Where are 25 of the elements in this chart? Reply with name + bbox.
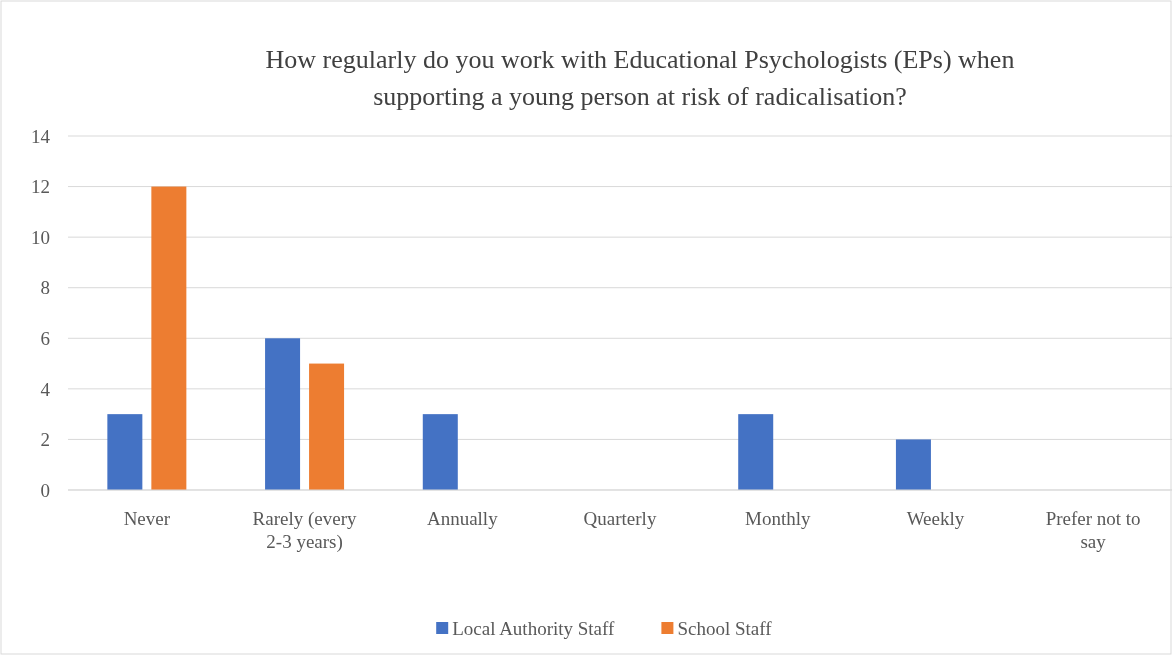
bar	[265, 338, 301, 490]
y-tick-label: 12	[31, 176, 50, 198]
y-tick-label: 10	[31, 226, 50, 248]
x-tick-label: Weekly	[906, 508, 965, 529]
x-tick-label: Never	[123, 508, 171, 529]
y-tick-label: 0	[40, 479, 50, 501]
y-tick-label: 14	[31, 125, 51, 147]
x-tick-label: Rarely (every 2-3 years)	[252, 508, 358, 553]
x-tick-label: Annually	[426, 508, 499, 529]
bar	[895, 439, 931, 490]
y-tick-label: 6	[40, 327, 50, 349]
bar	[151, 186, 187, 490]
chart-title: How regularly do you work with Educational Psychologists (EPs) when supporting a young person at risk of radicalisation?	[265, 45, 1015, 111]
x-tick-label: Quarterly	[583, 508, 657, 529]
x-tick-label: Prefer not to say	[1045, 508, 1141, 552]
bar	[738, 414, 774, 490]
bar	[107, 414, 143, 490]
x-tick-label: Monthly	[744, 508, 811, 529]
legend-label: School Staff	[677, 617, 773, 639]
y-tick-label: 4	[40, 378, 51, 400]
y-tick-label: 8	[40, 277, 50, 299]
legend-label: Local Authority Staff	[452, 617, 616, 639]
bar	[422, 414, 458, 490]
bar	[309, 363, 345, 490]
y-tick-label: 2	[40, 429, 50, 451]
